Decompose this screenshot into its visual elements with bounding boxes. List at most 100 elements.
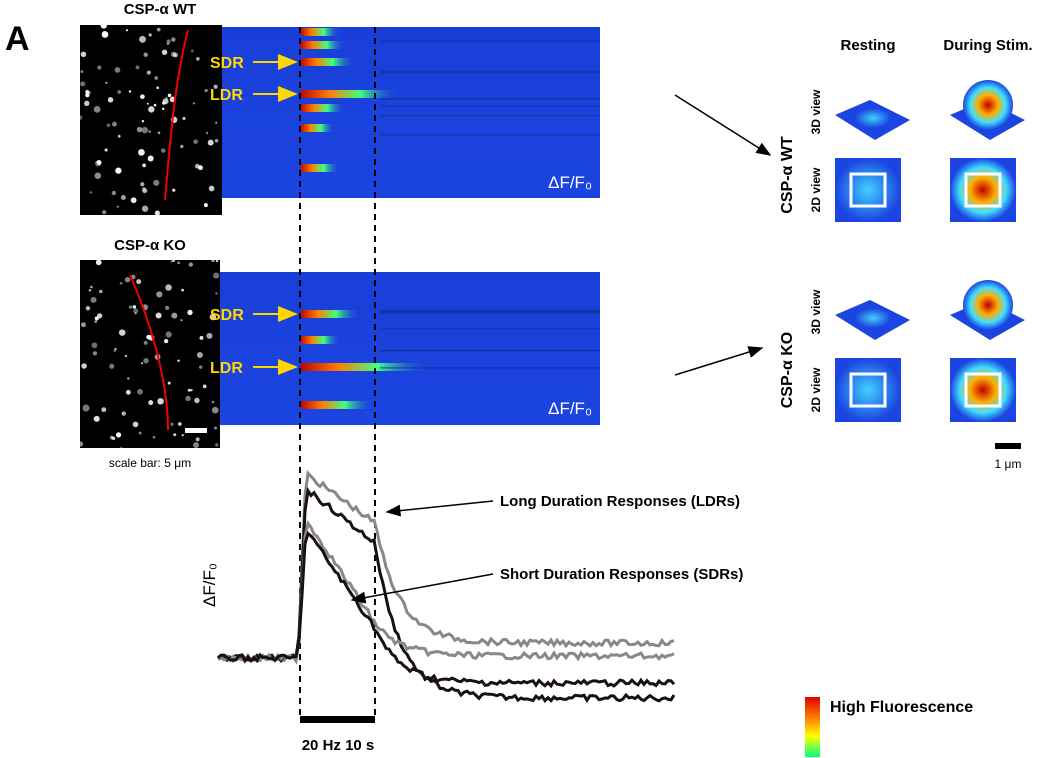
punctum [94, 172, 102, 179]
punctum [154, 210, 160, 216]
arrow [674, 346, 764, 376]
punctum [99, 289, 103, 294]
panel-label: A [5, 20, 30, 58]
punctum [84, 100, 90, 107]
punctum [195, 437, 200, 442]
marker-label: SDR [210, 55, 244, 72]
punctum [141, 187, 146, 192]
row-title: CSP-α WT [124, 1, 197, 18]
punctum [193, 139, 199, 145]
row-title: CSP-α WT [779, 136, 796, 214]
heatmap-2d [950, 158, 1016, 222]
surface-peak [963, 80, 1013, 130]
punctum [166, 42, 170, 46]
punctum [120, 446, 123, 449]
response-streak [300, 28, 340, 36]
punctum [161, 107, 165, 111]
annotation: Short Duration Responses (SDRs) [500, 566, 743, 583]
punctum [143, 357, 149, 364]
punctum [211, 406, 219, 414]
response-streak [300, 90, 400, 98]
punctum [215, 443, 219, 447]
punctum [190, 388, 193, 392]
punctum [190, 49, 194, 53]
trace [217, 531, 676, 689]
punctum [90, 296, 97, 303]
punctum [198, 365, 203, 369]
neuron-puncta [77, 258, 220, 449]
punctum [91, 342, 98, 349]
punctum [187, 309, 193, 316]
punctum [116, 205, 119, 208]
punctum [181, 288, 184, 292]
punctum [171, 37, 176, 42]
punctum [170, 422, 174, 426]
scale-bar-label: 1 μm [995, 457, 1022, 471]
punctum [102, 210, 107, 215]
unit-label: ΔF/F₀ [548, 173, 592, 192]
punctum [111, 190, 117, 196]
punctum [143, 52, 148, 57]
stimulus-bar [300, 716, 375, 723]
punctum [163, 338, 169, 344]
punctum [112, 121, 117, 127]
punctum [93, 106, 101, 113]
punctum [215, 121, 218, 124]
punctum [136, 126, 143, 133]
punctum [115, 167, 122, 174]
punctum [170, 260, 173, 263]
punctum [128, 90, 132, 93]
punctum [147, 155, 154, 162]
punctum [142, 163, 146, 168]
punctum [167, 93, 172, 98]
punctum [161, 148, 166, 153]
punctum [177, 422, 182, 426]
punctum [171, 312, 178, 319]
neuron-puncta [77, 22, 219, 216]
view-label: 2D view [809, 167, 823, 212]
punctum [113, 349, 116, 352]
punctum [167, 381, 171, 385]
punctum [82, 404, 90, 412]
punctum [156, 291, 163, 298]
punctum [165, 305, 170, 310]
punctum [117, 134, 121, 138]
punctum [97, 313, 103, 319]
row-title: CSP-α KO [114, 237, 186, 254]
punctum [124, 276, 131, 283]
punctum [114, 347, 117, 351]
punctum [138, 431, 142, 435]
punctum [101, 407, 107, 413]
punctum [132, 305, 137, 309]
punctum [105, 81, 108, 84]
punctum [141, 126, 149, 134]
punctum [203, 203, 208, 208]
punctum [166, 39, 171, 44]
column-title: During Stim. [943, 37, 1032, 54]
punctum [161, 49, 168, 55]
kymograph [220, 272, 600, 425]
traces [216, 470, 676, 704]
response-streak [300, 310, 360, 318]
punctum [156, 27, 161, 32]
trace [217, 486, 676, 704]
punctum [88, 289, 92, 292]
punctum [209, 313, 217, 321]
response-streak [300, 104, 345, 112]
scale-bar-label: scale bar: 5 μm [109, 456, 191, 470]
punctum [146, 102, 149, 105]
punctum [213, 426, 218, 430]
punctum [140, 182, 145, 187]
punctum [89, 191, 93, 194]
response-streak [300, 164, 340, 172]
punctum [92, 351, 98, 356]
punctum [115, 432, 122, 438]
punctum [138, 149, 145, 156]
punctum [80, 81, 86, 87]
punctum [172, 188, 176, 192]
punctum [188, 262, 194, 267]
punctum [198, 165, 203, 171]
punctum [207, 139, 214, 146]
punctum [77, 115, 83, 120]
